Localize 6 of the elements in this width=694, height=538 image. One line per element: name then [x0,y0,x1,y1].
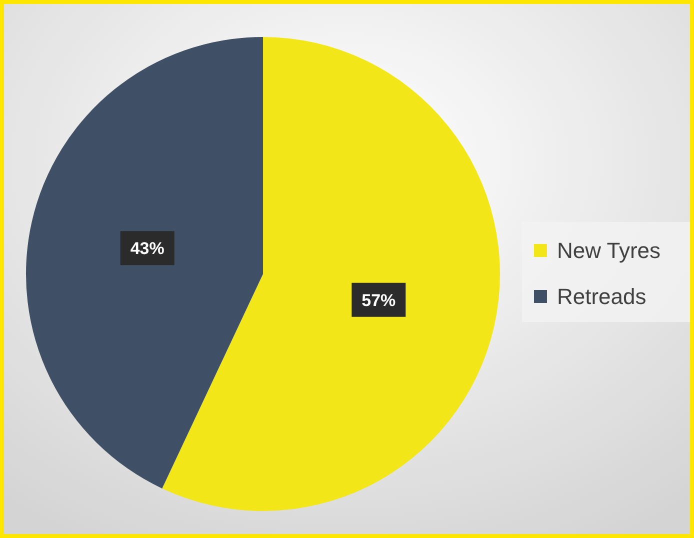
legend-label: New Tyres [557,238,661,263]
legend-label: Retreads [557,284,646,309]
pie-slice [162,37,500,511]
data-label: 43% [130,239,164,258]
pie-slice [26,37,263,488]
data-label: 57% [362,290,396,310]
